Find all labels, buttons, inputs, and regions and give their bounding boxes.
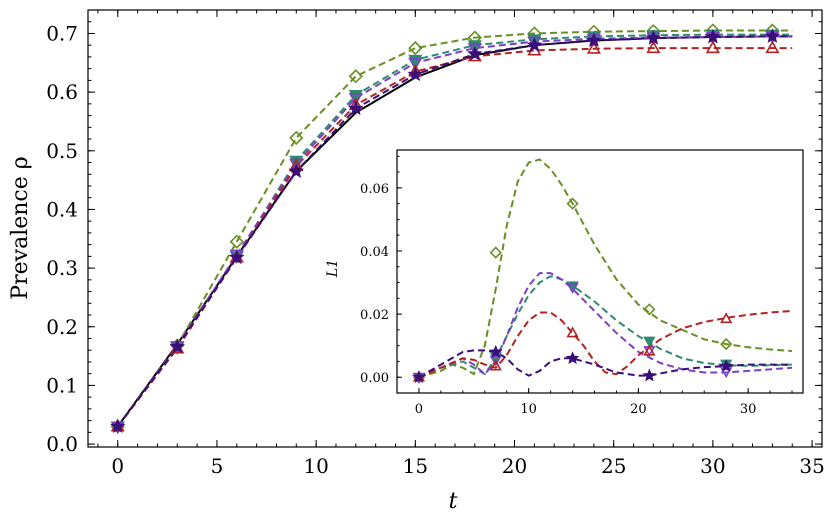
main-y-tick-label: 0.2 <box>46 315 78 339</box>
inset-marker-indigo <box>565 351 580 365</box>
main-marker-violet <box>467 43 482 56</box>
inset-marker-red <box>720 312 733 324</box>
main-marker-violet <box>408 57 423 71</box>
main-marker-indigo <box>645 30 662 45</box>
inset-x-tick-label: 0 <box>415 402 423 417</box>
main-line-green <box>116 29 793 428</box>
main-series-group <box>110 23 793 435</box>
main-marker-green <box>229 234 244 249</box>
main-y-tick-label: 0.1 <box>46 373 78 397</box>
main-marker-indigo <box>764 28 781 43</box>
inset-marker-indigo <box>412 370 426 383</box>
main-x-tick-label: 25 <box>601 454 626 478</box>
main-y-tick-label: 0.5 <box>46 139 78 163</box>
inset-plot-background <box>397 150 803 393</box>
inset-marker-red <box>643 344 656 356</box>
main-marker-green <box>408 40 423 56</box>
main-marker-indigo <box>705 28 721 44</box>
main-marker-indigo <box>348 100 364 116</box>
main-marker-green <box>348 69 363 84</box>
main-marker-indigo <box>526 37 543 52</box>
inset-y-tick-label: 0.02 <box>360 308 389 323</box>
inset-marker-indigo <box>642 368 657 382</box>
main-marker-indigo <box>288 163 304 178</box>
inset-marker-indigo <box>489 344 503 358</box>
main-y-tick-label: 0.0 <box>46 432 78 456</box>
inset-line-indigo <box>418 349 793 379</box>
inset-x-tick-label: 10 <box>520 402 537 417</box>
main-x-tick-label: 35 <box>799 454 824 478</box>
inset-y-tick-label: 0.04 <box>360 245 389 260</box>
main-marker-indigo <box>586 32 602 48</box>
inset-marker-green <box>720 337 733 351</box>
inset-line-violet <box>418 272 793 379</box>
inset-y-axis-title: L1 <box>325 259 341 278</box>
main-y-tick-label: 0.6 <box>46 80 78 104</box>
inset-marker-green <box>643 303 656 316</box>
inset-line-green <box>418 158 793 379</box>
main-marker-indigo <box>407 66 424 82</box>
inset-marker-teal <box>643 336 656 348</box>
inset-marker-red <box>489 359 502 371</box>
inset-x-tick-label: 20 <box>630 402 647 417</box>
main-marker-green <box>289 130 304 146</box>
main-marker-indigo <box>110 418 126 434</box>
main-x-tick-label: 20 <box>502 454 527 478</box>
main-x-tick-label: 15 <box>403 454 428 478</box>
main-marker-violet <box>348 92 363 106</box>
main-x-axis-title: t <box>449 489 458 514</box>
main-x-tick-label: 10 <box>303 454 328 478</box>
inset-x-tick-label: 30 <box>740 402 757 417</box>
main-marker-red <box>765 40 780 54</box>
inset-marker-green <box>566 197 579 210</box>
main-marker-indigo <box>467 45 483 61</box>
main-y-tick-label: 0.3 <box>46 256 78 280</box>
main-marker-red <box>705 40 720 54</box>
main-marker-indigo <box>229 249 245 265</box>
inset-marker-red <box>566 326 579 338</box>
main-x-tick-label: 0 <box>111 454 124 478</box>
main-plot: 0 5 10 15 20 25 30 35 0.0 0.1 0.2 0.3 0.4 0.5 0.6 0.7 t P… <box>8 9 825 514</box>
main-y-axis-title: Prevalence ρ <box>8 156 33 299</box>
main-y-tick-label: 0.4 <box>46 197 78 221</box>
inset-series-group <box>412 158 793 384</box>
inset-line-red <box>418 309 793 379</box>
inset-marker-indigo <box>719 359 733 372</box>
inset-y-tick-label: 0.00 <box>360 371 389 386</box>
inset-marker-green <box>489 246 502 259</box>
inset-plot: 0 10 20 30 0.00 0.02 0.04 0.06 L1 <box>325 149 804 417</box>
main-x-tick-label: 30 <box>700 454 725 478</box>
main-marker-red <box>586 41 601 54</box>
inset-plot-frame <box>396 149 804 394</box>
inset-y-tick-label: 0.06 <box>360 182 389 197</box>
main-x-tick-label: 5 <box>211 454 224 478</box>
inset-marker-violet <box>489 355 502 367</box>
main-marker-indigo <box>169 338 185 354</box>
main-y-tick-label: 0.7 <box>46 21 78 45</box>
inset-marker-violet <box>566 282 579 294</box>
main-marker-red <box>646 40 661 54</box>
